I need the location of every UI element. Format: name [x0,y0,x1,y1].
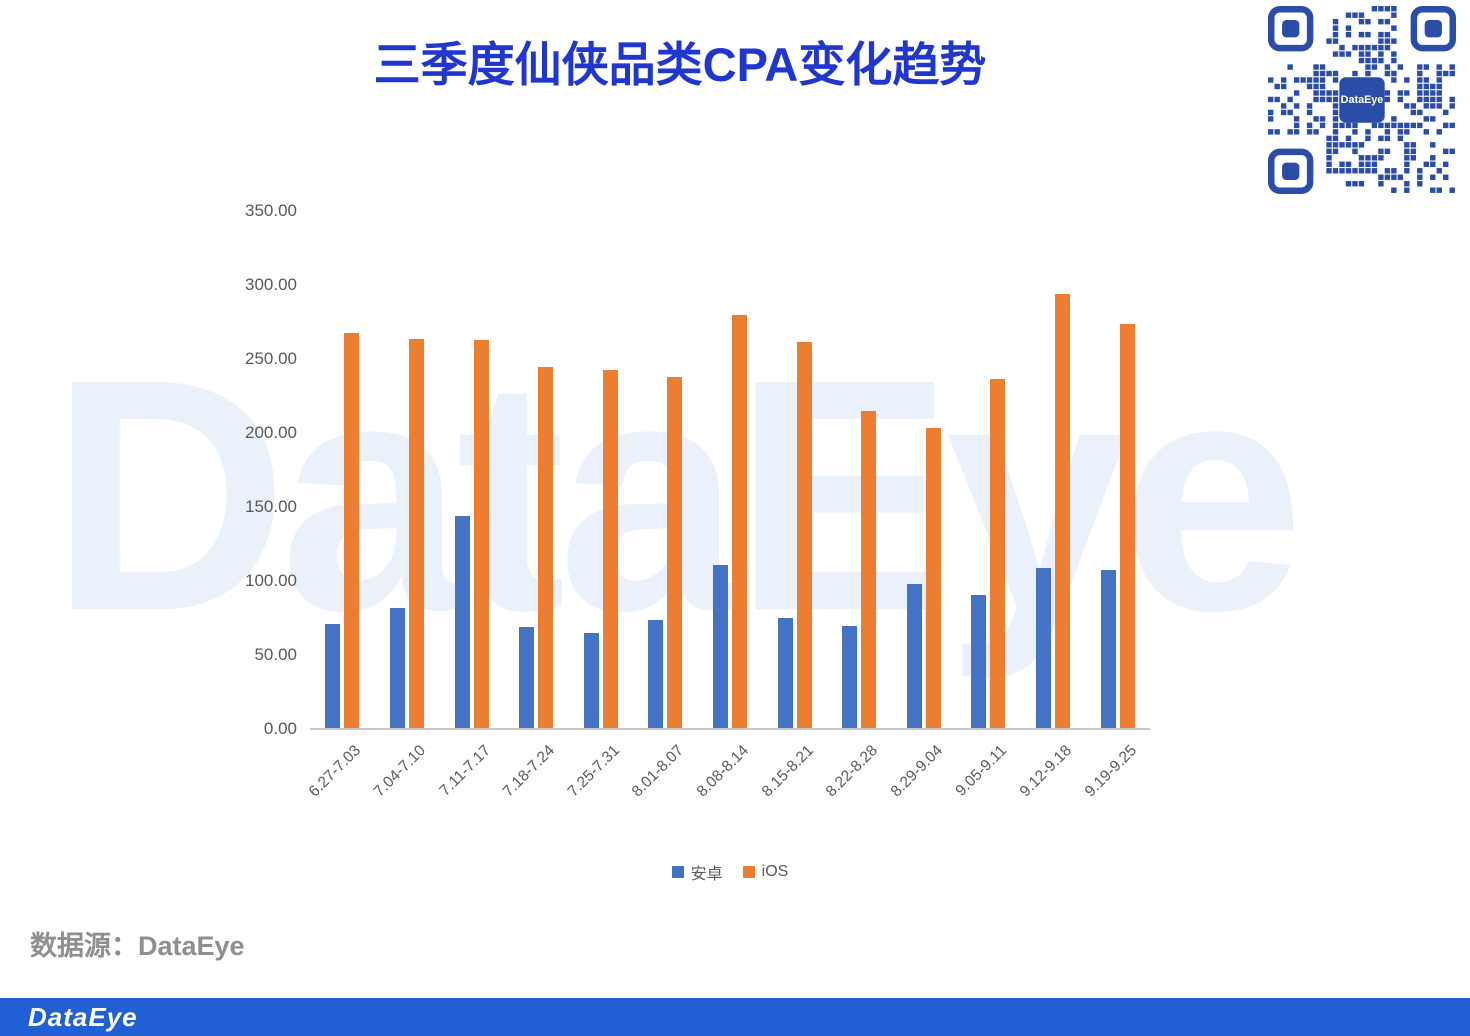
footer-bar: DataEye [0,998,1470,1036]
bar-iOS-7.25-7.31 [602,369,618,728]
bar-iOS-8.29-9.04 [925,427,941,728]
data-source-label: 数据源：DataEye [30,931,245,961]
y-axis-tick-label: 200.00 [245,423,297,442]
bar-安卓-8.15-8.21 [777,618,793,728]
legend-item-安卓: 安卓 [671,860,723,884]
legend-label: iOS [761,863,789,880]
bar-安卓-8.08-8.14 [713,565,728,728]
bar-iOS-6.27-7.03 [344,332,360,728]
chart-legend: 安卓 iOS [310,860,1150,884]
legend-label: 安卓 [690,866,723,883]
legend-item-iOS: iOS [742,860,789,884]
qr-code: DataEye [1268,6,1456,194]
y-axis-tick-label: 250.00 [245,349,297,368]
y-axis-tick-label: 0.00 [263,719,297,738]
bar-iOS-9.12-9.18 [1055,294,1071,728]
bar-安卓-8.29-9.04 [906,584,922,728]
bar-iOS-7.11-7.17 [473,340,489,728]
bar-安卓-8.01-8.07 [648,619,664,728]
legend-swatch [671,866,684,878]
bar-iOS-9.05-9.11 [990,378,1006,728]
bar-安卓-9.05-9.11 [971,594,987,728]
footer-brand-logo: DataEye [28,1001,138,1032]
y-axis-tick-label: 350.00 [245,201,297,220]
bar-iOS-7.04-7.10 [408,338,424,728]
bar-安卓-6.27-7.03 [325,624,341,728]
x-axis-tick-label: 6.27-7.03 [305,742,365,801]
bar-chart: 350.00 300.00 250.00 200.00 150.00 100.00 50.0… [225,192,1205,922]
bar-iOS-7.18-7.24 [538,366,554,728]
bar-安卓-7.25-7.31 [583,633,599,728]
bar-iOS-9.19-9.25 [1119,323,1135,728]
plot-area [310,212,1150,730]
y-axis-tick-label: 100.00 [245,571,297,590]
bar-安卓-9.12-9.18 [1036,568,1052,728]
bar-iOS-8.15-8.21 [796,341,812,728]
y-axis-tick-label: 50.00 [254,645,297,664]
bar-iOS-8.22-8.28 [861,411,877,728]
svg-text:DataEye: DataEye [1341,94,1384,106]
chart-title: 三季度仙侠品类CPA变化趋势 [373,38,987,91]
qr-code-image: DataEye [1268,6,1456,194]
y-axis-tick-label: 150.00 [245,497,297,516]
bar-安卓-7.11-7.17 [454,516,470,728]
legend-swatch [742,866,755,878]
bar-iOS-8.08-8.14 [732,315,747,728]
bar-安卓-7.18-7.24 [519,627,535,728]
bar-iOS-8.01-8.07 [667,377,683,728]
bar-安卓-8.22-8.28 [842,625,858,728]
y-axis-tick-label: 300.00 [245,275,297,294]
bar-安卓-9.19-9.25 [1100,569,1116,728]
bar-安卓-7.04-7.10 [389,608,405,728]
